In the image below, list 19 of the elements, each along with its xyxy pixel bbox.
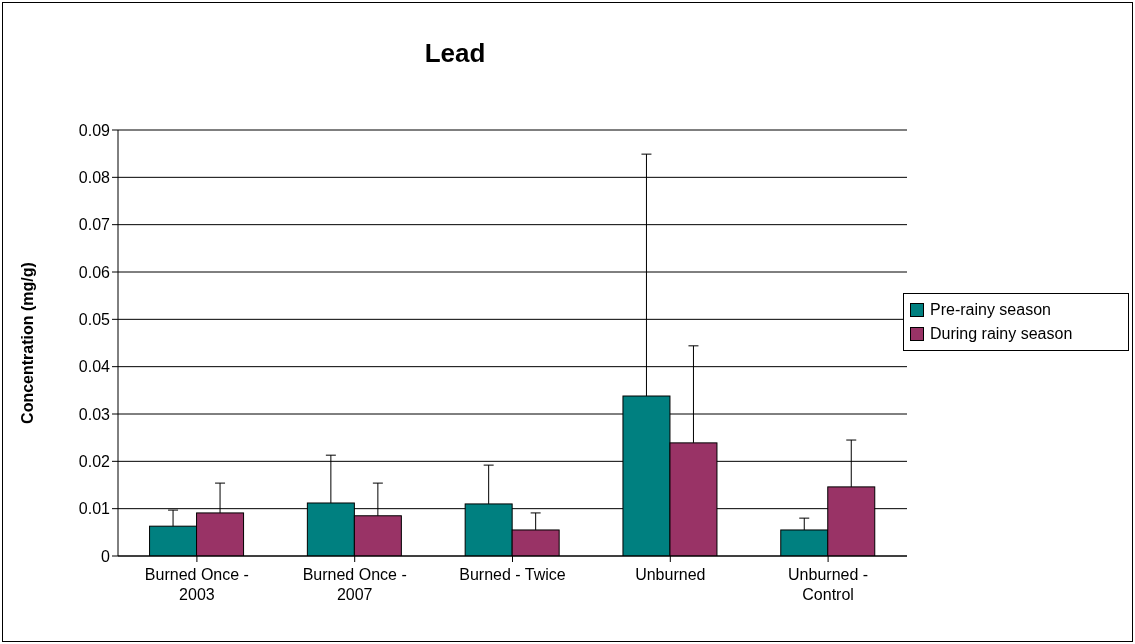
x-tick-label: Burned Once - 2003	[144, 566, 249, 603]
y-tick-label: 0.01	[78, 500, 111, 518]
y-tick-label: 0.03	[78, 405, 111, 423]
y-tick-label: 0.04	[78, 358, 111, 376]
y-tick-label: 0.09	[78, 121, 111, 139]
y-tick-label: 0	[101, 547, 111, 565]
y-tick-label: 0.07	[78, 216, 111, 234]
y-tick-label: 0.08	[78, 169, 111, 187]
y-tick-label: 0.05	[78, 311, 111, 329]
x-tick-label: Unburned - Control	[788, 566, 869, 603]
legend-label: During rainy season	[930, 325, 1073, 343]
legend-label: Pre-rainy season	[930, 301, 1051, 319]
x-tick-label: Burned - Twice	[459, 566, 566, 583]
y-axis-title: Concentration (mg/g)	[19, 262, 37, 424]
x-tick-label: Burned Once - 2007	[302, 566, 407, 603]
chart-title: Lead	[423, 38, 487, 69]
y-tick-label: 0.02	[78, 453, 111, 471]
x-tick-label: Unburned	[635, 566, 706, 583]
y-tick-label: 0.06	[78, 263, 111, 281]
